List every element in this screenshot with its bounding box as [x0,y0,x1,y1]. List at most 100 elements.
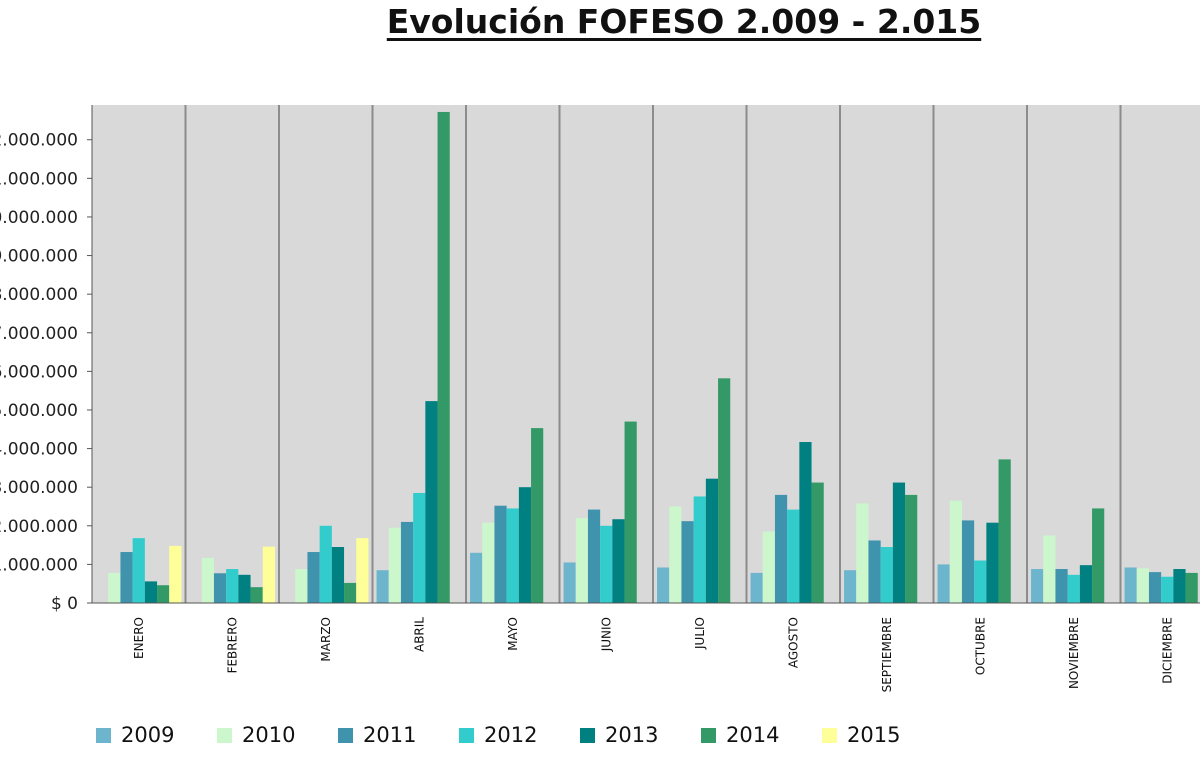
y-tick-label: $ 5.000.000 [0,401,78,421]
bar-2014-octubre [998,459,1011,603]
bar-2013-enero [144,581,158,603]
bar-2009-abril [376,570,389,603]
bar-2014-abril [437,111,450,603]
bar-2013-junio [612,519,625,603]
y-tick-label: $ 2.000.000 [0,517,78,537]
chart-title: Evolución FOFESO 2.009 - 2.015 [386,2,982,41]
bar-2012-septiembre [880,547,893,603]
bar-2013-septiembre [892,482,906,603]
legend-swatch [217,727,232,743]
bar-2013-mayo [518,487,532,603]
bar-2012-marzo [319,525,332,603]
legend-item-2011: 2011 [338,723,459,747]
bar-2015-marzo [356,538,369,603]
bar-2012-diciembre [1161,576,1174,603]
bar-2011-junio [587,509,601,603]
bar-2014-julio [718,378,731,603]
x-tick-label-febrero: FEBRERO [225,617,239,673]
legend: 2009 2010 2011 2012 2013 2014 2015 [96,720,943,750]
legend-swatch [459,727,474,743]
bar-2010-mayo [482,522,495,603]
legend-swatch [96,727,111,743]
bar-2010-agosto [762,531,775,603]
bar-2010-febrero [201,557,214,603]
bar-2011-septiembre [868,540,881,603]
bar-2012-junio [600,525,613,603]
bar-2009-diciembre [1124,567,1137,603]
category-dividers [184,105,1122,603]
x-tick-label-julio: JULIO [693,617,707,650]
x-tick-label-diciembre: DICIEMBRE [1160,617,1174,684]
bar-2012-julio [693,496,706,603]
bar-2009-noviembre [1031,569,1044,603]
bar-2013-noviembre [1079,565,1093,603]
x-tick-label-octubre: OCTUBRE [973,617,987,675]
bar-2012-febrero [226,569,239,603]
bar-2014-febrero [250,587,263,603]
bar-2013-octubre [986,522,999,603]
bar-2011-abril [400,521,414,603]
bar-2014-diciembre [1185,572,1198,603]
y-axis: $ 0 $ 1.000.000 $ 2.000.000 $ 3.000.000 $ 4.… [0,105,93,614]
bar-2009-octubre [937,564,950,603]
x-tick-label-abril: ABRIL [412,617,426,652]
y-tick-label: $ 8.000.000 [0,285,78,305]
bar-2013-julio [705,478,719,603]
bar-2014-agosto [811,482,824,603]
bar-2009-mayo [470,552,483,603]
bar-2014-junio [624,421,637,603]
x-tick-label-noviembre: NOVIEMBRE [1067,617,1081,689]
bar-2010-marzo [295,569,308,603]
y-tick-label: $ 10.000.000 [0,208,78,228]
legend-swatch [701,727,716,743]
bar-2013-diciembre [1173,569,1186,603]
bar-2015-febrero [262,546,275,603]
bar-2012-noviembre [1067,574,1080,603]
bar-2014-marzo [344,582,357,603]
legend-item-2009: 2009 [96,723,217,747]
bar-2014-mayo [531,428,544,603]
legend-label: 2011 [363,723,417,747]
y-tick-label: $ 9.000.000 [0,247,78,267]
bar-2010-octubre [949,500,962,603]
bar-2012-octubre [974,560,987,603]
x-tick-label-enero: ENERO [132,617,146,659]
legend-item-2013: 2013 [580,723,701,747]
bar-2010-junio [575,518,588,603]
bar-2011-julio [681,521,694,603]
x-tick-label-septiembre: SEPTIEMBRE [880,617,894,692]
x-tick-label-agosto: AGOSTO [786,617,800,668]
y-tick-label: $ 4.000.000 [0,440,78,460]
bar-2014-septiembre [905,494,918,603]
y-tick-label: $ 3.000.000 [0,478,78,498]
bar-2010-enero [108,572,121,603]
bar-2013-agosto [799,442,812,603]
legend-label: 2013 [605,723,659,747]
bar-2013-abril [425,401,438,603]
bar-2010-noviembre [1043,535,1056,603]
bar-2011-agosto [774,494,788,603]
bar-2011-octubre [961,520,975,603]
bar-2011-noviembre [1055,569,1068,603]
bar-2014-enero [157,585,170,603]
bar-2012-mayo [506,508,519,603]
legend-item-2012: 2012 [459,723,580,747]
legend-label: 2015 [847,723,901,747]
bar-2013-marzo [331,547,345,603]
legend-label: 2009 [121,723,175,747]
bar-2011-mayo [494,505,507,603]
bar-2009-septiembre [844,570,857,603]
bar-2012-agosto [787,509,800,603]
x-tick-label-mayo: MAYO [506,617,520,651]
x-tick-label-marzo: MARZO [319,617,333,662]
y-tick-label: $ 6.000.000 [0,362,78,382]
bar-2012-abril [413,492,426,603]
x-axis: ENERO FEBRERO MARZO ABRIL MAYO JUNIO JULIO AGOS… [92,602,1200,692]
x-tick-label-junio: JUNIO [599,617,613,652]
plot-area [92,105,1200,603]
bar-2009-agosto [750,572,763,603]
bar-2013-febrero [238,574,251,603]
bars [108,111,1198,603]
bar-2011-marzo [307,552,320,603]
